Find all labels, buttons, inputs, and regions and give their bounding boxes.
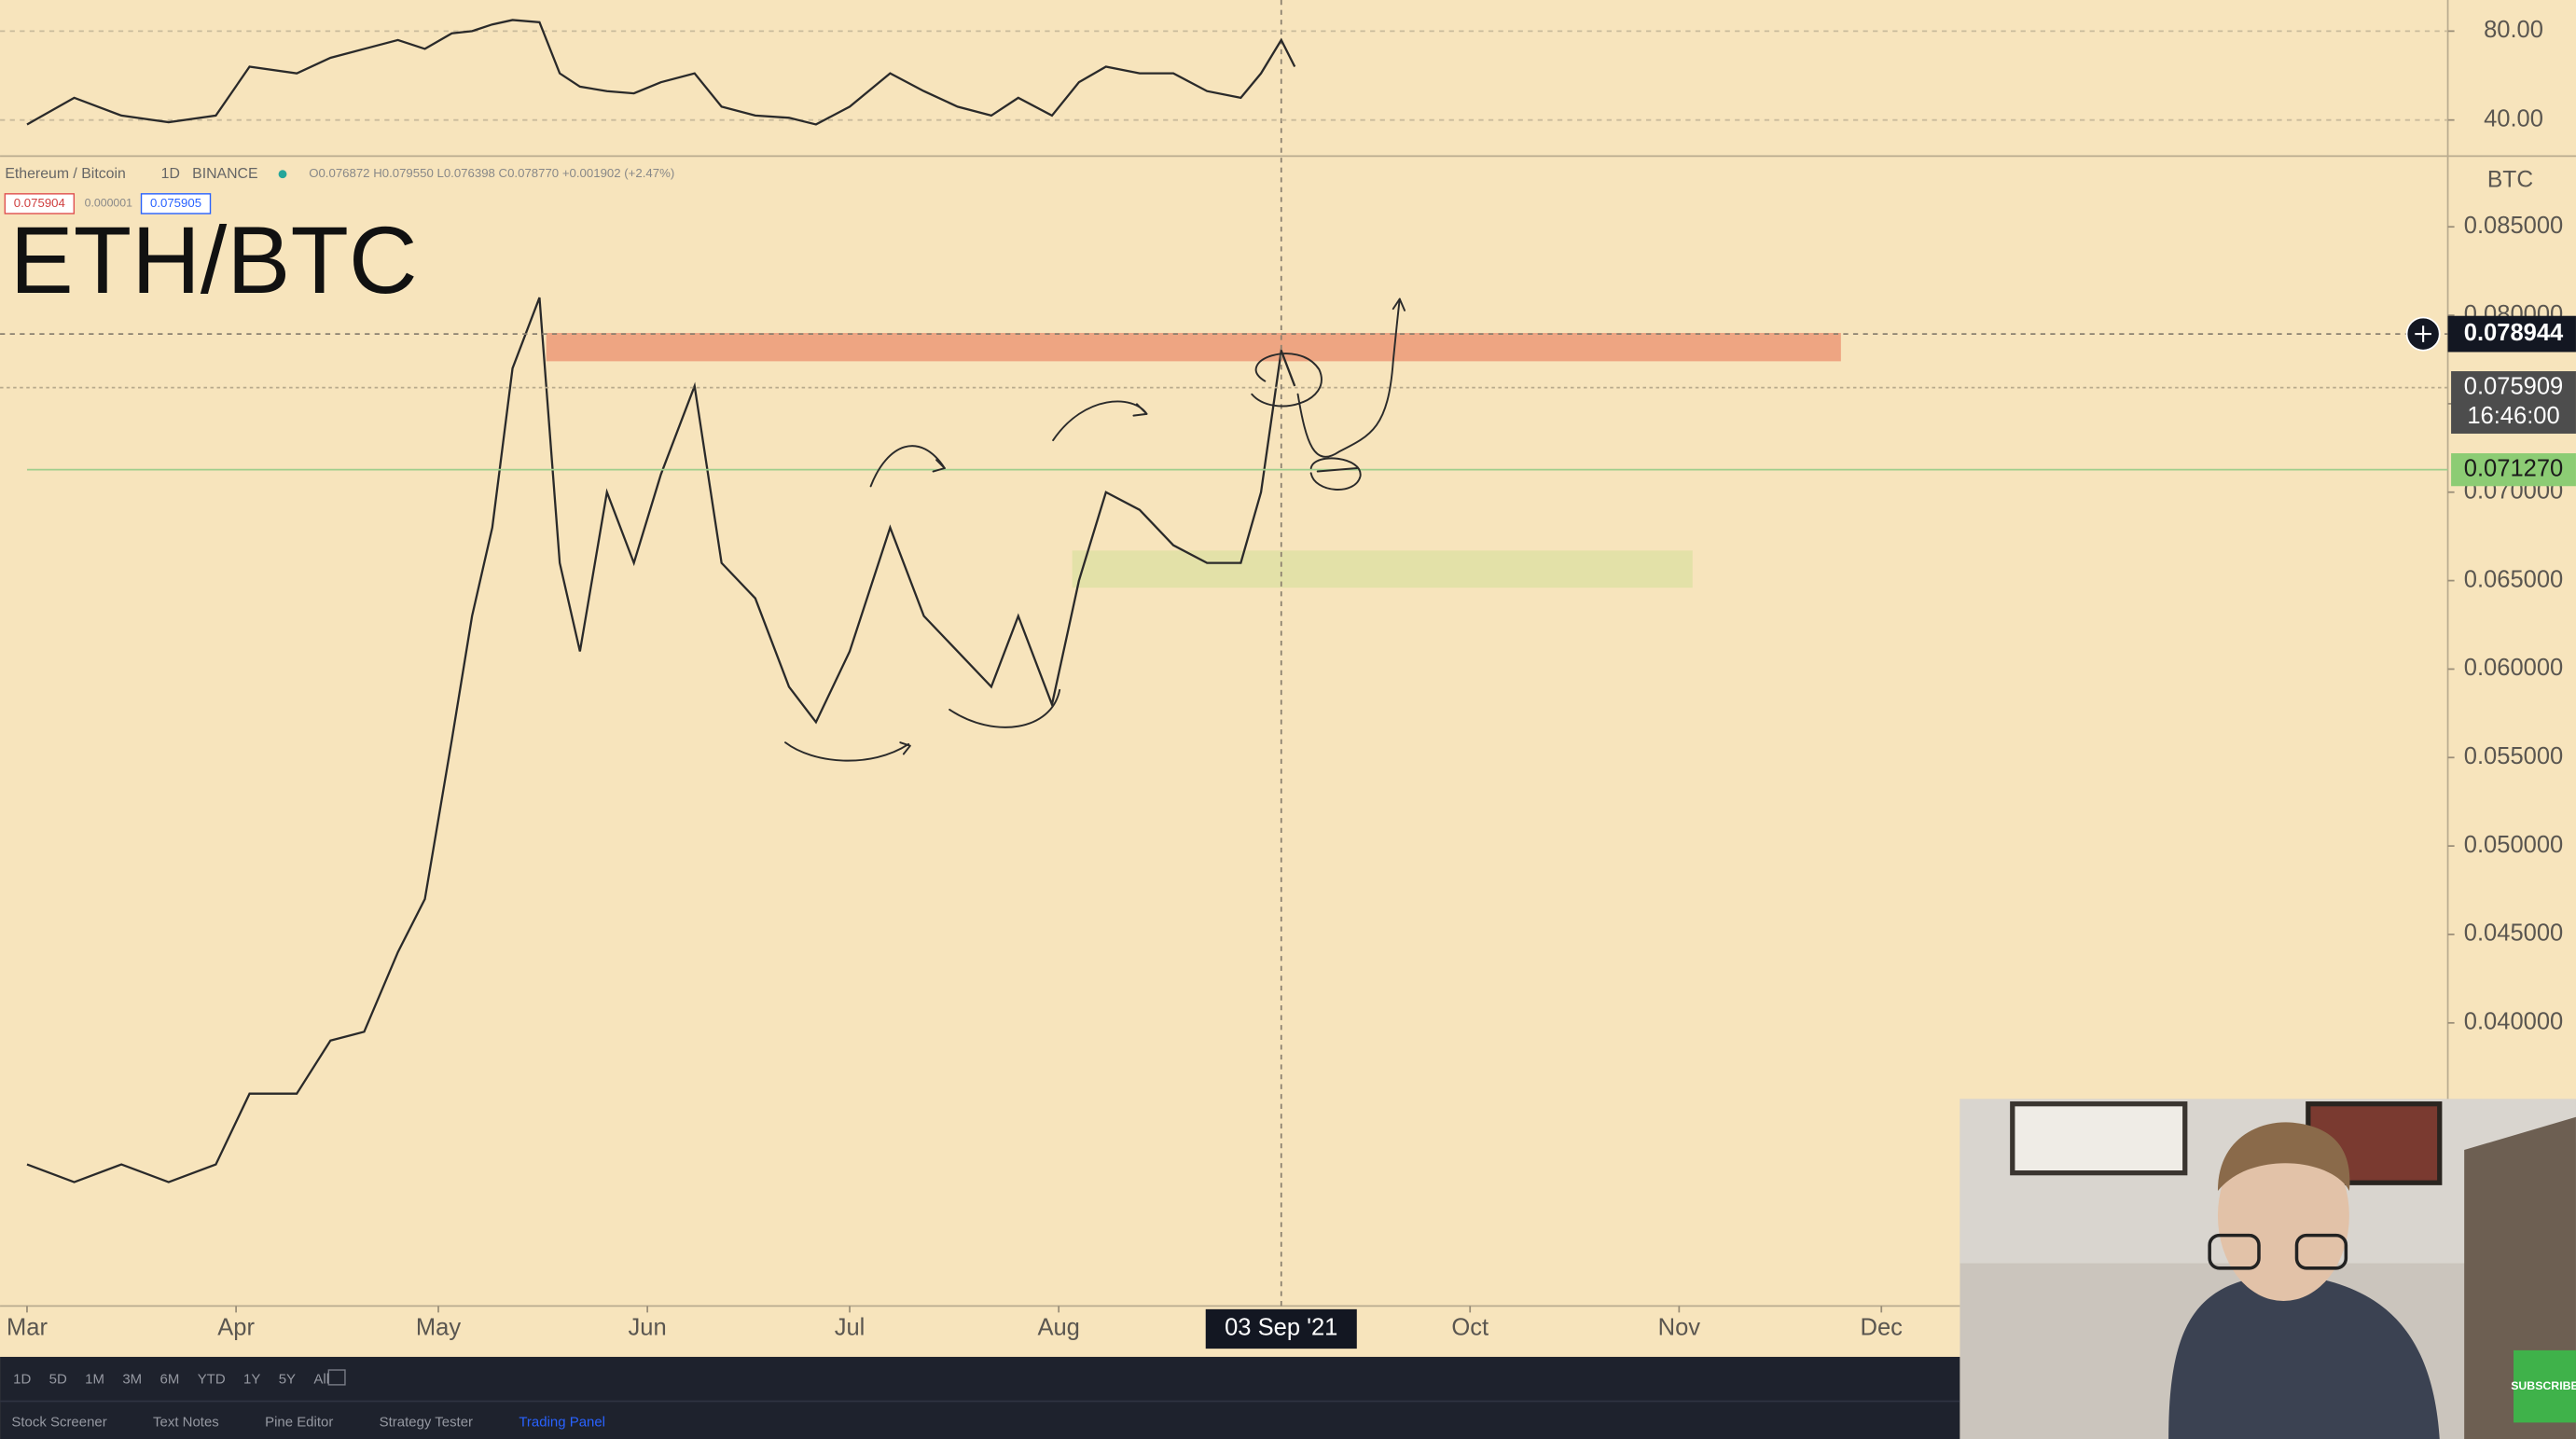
annotation: ETH/BTC	[10, 207, 418, 313]
subscribe-label[interactable]: SUBSCRIBE	[2511, 1379, 2576, 1392]
countdown: 16:46:00	[2467, 403, 2559, 429]
timeframe[interactable]: 5D	[49, 1372, 67, 1388]
timeframe[interactable]: 1Y	[243, 1372, 260, 1388]
toolbar-items: 1D 5D 1M 3M 6M YTD 1Y 5Y All Stock Screener Text N…	[11, 1372, 605, 1431]
scribble	[1132, 403, 1148, 417]
zone	[1072, 550, 1693, 588]
bid[interactable]: 0.075904	[14, 196, 65, 210]
webcam: SUBSCRIBE	[1960, 1099, 2576, 1439]
price-line	[26, 297, 1296, 1183]
y-tick-label: 80.00	[2484, 17, 2543, 43]
y-tick-label: 0.040000	[2464, 1009, 2564, 1035]
timeframe[interactable]: 1M	[85, 1372, 104, 1388]
y-tick-label: 0.050000	[2464, 832, 2564, 858]
crosshair-x-label: 03 Sep '21	[1225, 1315, 1337, 1341]
person-head	[2217, 1129, 2349, 1302]
timeframe[interactable]: 1D	[13, 1372, 31, 1388]
scribble	[1309, 457, 1362, 491]
last-price-box	[2451, 371, 2576, 434]
scribble	[899, 741, 911, 755]
y-tick-label: 0.055000	[2464, 743, 2564, 769]
x-tick-label: Jul	[835, 1315, 866, 1341]
timeframe[interactable]: All	[313, 1372, 329, 1388]
sell-button[interactable]	[4, 193, 76, 214]
x-tick-label: Oct	[1451, 1315, 1489, 1341]
crosshair-y-label: 0.078944	[2464, 320, 2564, 346]
subscribe-button[interactable]	[2514, 1349, 2576, 1423]
alert-label-box	[2451, 453, 2576, 487]
add-alert-icon[interactable]	[2415, 325, 2431, 342]
x-tick-label: Nov	[1658, 1315, 1701, 1341]
y-tick-label: 40.00	[2484, 105, 2543, 131]
y-tick-label: 0.045000	[2464, 920, 2564, 947]
glasses	[2208, 1233, 2261, 1270]
alert-label: 0.071270	[2464, 455, 2564, 481]
interval[interactable]: 1D	[161, 166, 180, 182]
spread: 0.000001	[85, 197, 133, 210]
x-tick-label: Apr	[217, 1315, 255, 1341]
y-tick-label: 0.060000	[2464, 655, 2564, 681]
timeframe[interactable]: 3M	[122, 1372, 142, 1388]
scribble	[949, 688, 1061, 728]
ask[interactable]: 0.075905	[150, 196, 201, 210]
person-hair	[2217, 1122, 2350, 1192]
picture-frame	[2010, 1101, 2188, 1176]
date-range-icon[interactable]	[327, 1369, 346, 1386]
glasses	[2294, 1233, 2348, 1270]
x-tick-label: Mar	[7, 1315, 48, 1341]
market-status	[278, 170, 287, 179]
drawings	[546, 333, 1841, 588]
timeframe[interactable]: 6M	[160, 1372, 180, 1388]
scribble	[1392, 297, 1406, 311]
last-price-label: 0.075909	[2464, 373, 2564, 399]
x-tick-label: Jun	[629, 1315, 667, 1341]
tab[interactable]: Trading Panel	[519, 1414, 605, 1430]
x-tick-label: Aug	[1037, 1315, 1079, 1341]
buy-button[interactable]	[140, 193, 212, 214]
ohlc: O0.076872 H0.079550 L0.076398 C0.078770 …	[309, 166, 674, 180]
tab[interactable]: Stock Screener	[11, 1414, 106, 1430]
zone	[546, 333, 1841, 362]
scribble	[869, 445, 946, 488]
symbol: Ethereum / Bitcoin	[5, 166, 125, 182]
scribbles	[784, 297, 1406, 762]
scribble	[1296, 297, 1401, 458]
timeframe[interactable]: YTD	[198, 1372, 226, 1388]
scribble	[932, 459, 946, 473]
person-body	[2168, 1273, 2440, 1439]
scribble	[1251, 353, 1323, 408]
y-tick-label: 0.065000	[2464, 566, 2564, 592]
tab[interactable]: Pine Editor	[265, 1414, 333, 1430]
y-tick-label: 0.085000	[2464, 213, 2564, 239]
scribble	[784, 741, 910, 762]
currency[interactable]: BTC	[2487, 167, 2533, 192]
tab[interactable]: Strategy Tester	[380, 1414, 473, 1430]
x-tick-label: May	[416, 1315, 461, 1341]
crosshair-x-box	[1205, 1308, 1357, 1349]
tab[interactable]: Text Notes	[153, 1414, 219, 1430]
exchange: BINANCE	[192, 166, 257, 182]
chart: 0.0850000.0800000.0750000.0700000.065000…	[0, 0, 2576, 1349]
timeframe[interactable]: 5Y	[279, 1372, 296, 1388]
price-line	[26, 19, 1296, 126]
bottom-toolbar	[0, 1356, 1960, 1439]
x-tick-label: Dec	[1861, 1315, 1904, 1341]
crosshair-y-box	[2447, 315, 2576, 353]
